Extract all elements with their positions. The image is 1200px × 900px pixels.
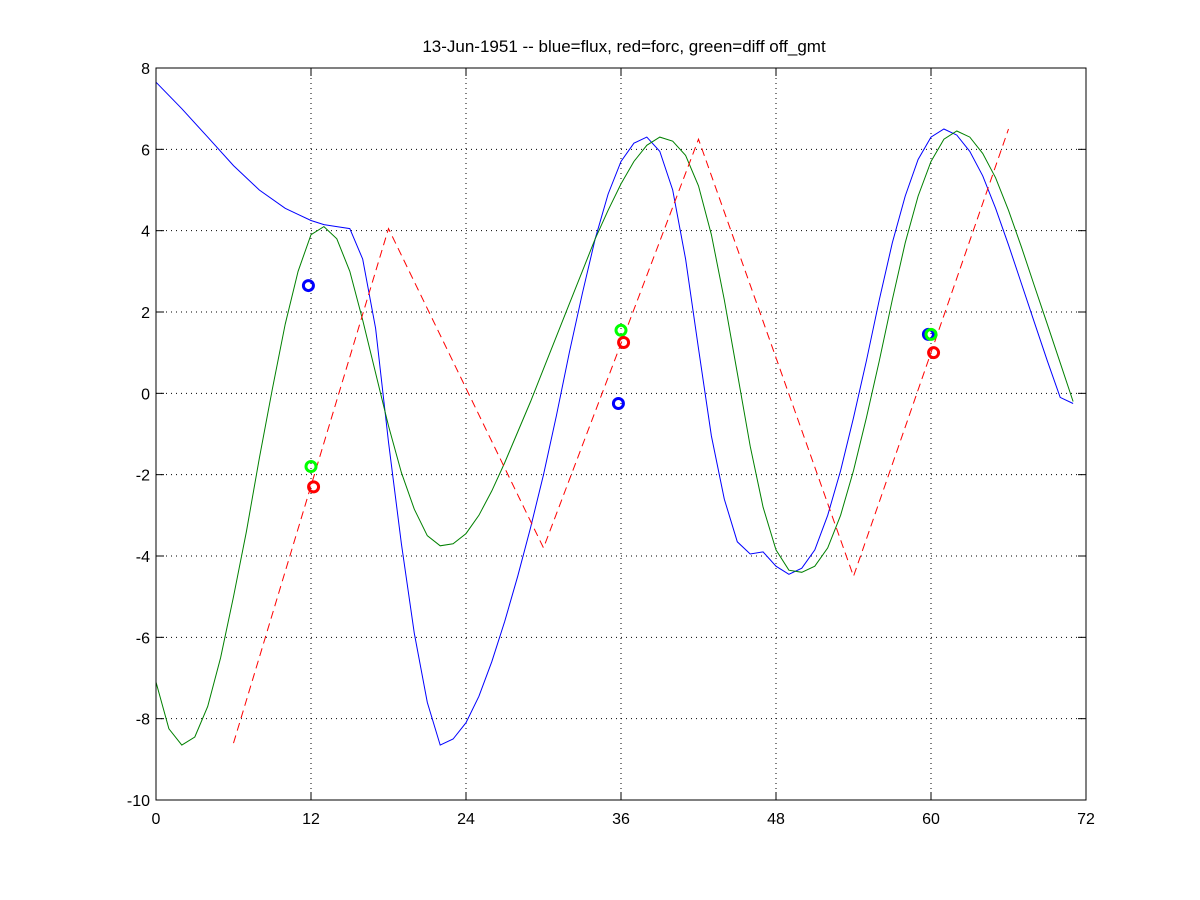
x-tick-label: 48	[767, 811, 785, 828]
x-tick-label: 72	[1077, 811, 1095, 828]
y-tick-label: -2	[136, 468, 150, 485]
data-markers	[301, 279, 941, 494]
x-tick-label: 60	[922, 811, 940, 828]
y-tick-label: 8	[141, 61, 150, 78]
y-tick-label: -4	[136, 549, 150, 566]
data-marker-7	[924, 327, 938, 341]
x-tick-label: 0	[152, 811, 161, 828]
x-tick-label: 12	[302, 811, 320, 828]
y-tick-label: 2	[141, 305, 150, 322]
series-lines	[155, 81, 1074, 746]
data-marker-3	[611, 397, 625, 410]
y-tick-label: -6	[136, 630, 150, 647]
data-marker-1	[304, 460, 318, 474]
series-line-2	[233, 128, 1009, 744]
series-line-1	[155, 130, 1074, 746]
grid-lines	[156, 68, 1086, 800]
y-tick-label: -8	[136, 712, 150, 729]
data-marker-0	[301, 279, 315, 293]
chart-title: 13-Jun-1951 -- blue=flux, red=forc, gree…	[422, 37, 826, 56]
data-marker-5	[617, 336, 631, 349]
y-tick-label: 4	[141, 224, 150, 241]
series-line-0	[155, 81, 1074, 746]
data-marker-8	[927, 346, 941, 360]
x-tick-label: 24	[457, 811, 475, 828]
y-tick-label: -10	[127, 793, 150, 810]
y-tick-label: 0	[141, 386, 150, 403]
x-tick-label: 36	[612, 811, 630, 828]
data-marker-2	[307, 480, 321, 494]
data-marker-4	[614, 323, 628, 337]
y-tick-label: 6	[141, 142, 150, 159]
